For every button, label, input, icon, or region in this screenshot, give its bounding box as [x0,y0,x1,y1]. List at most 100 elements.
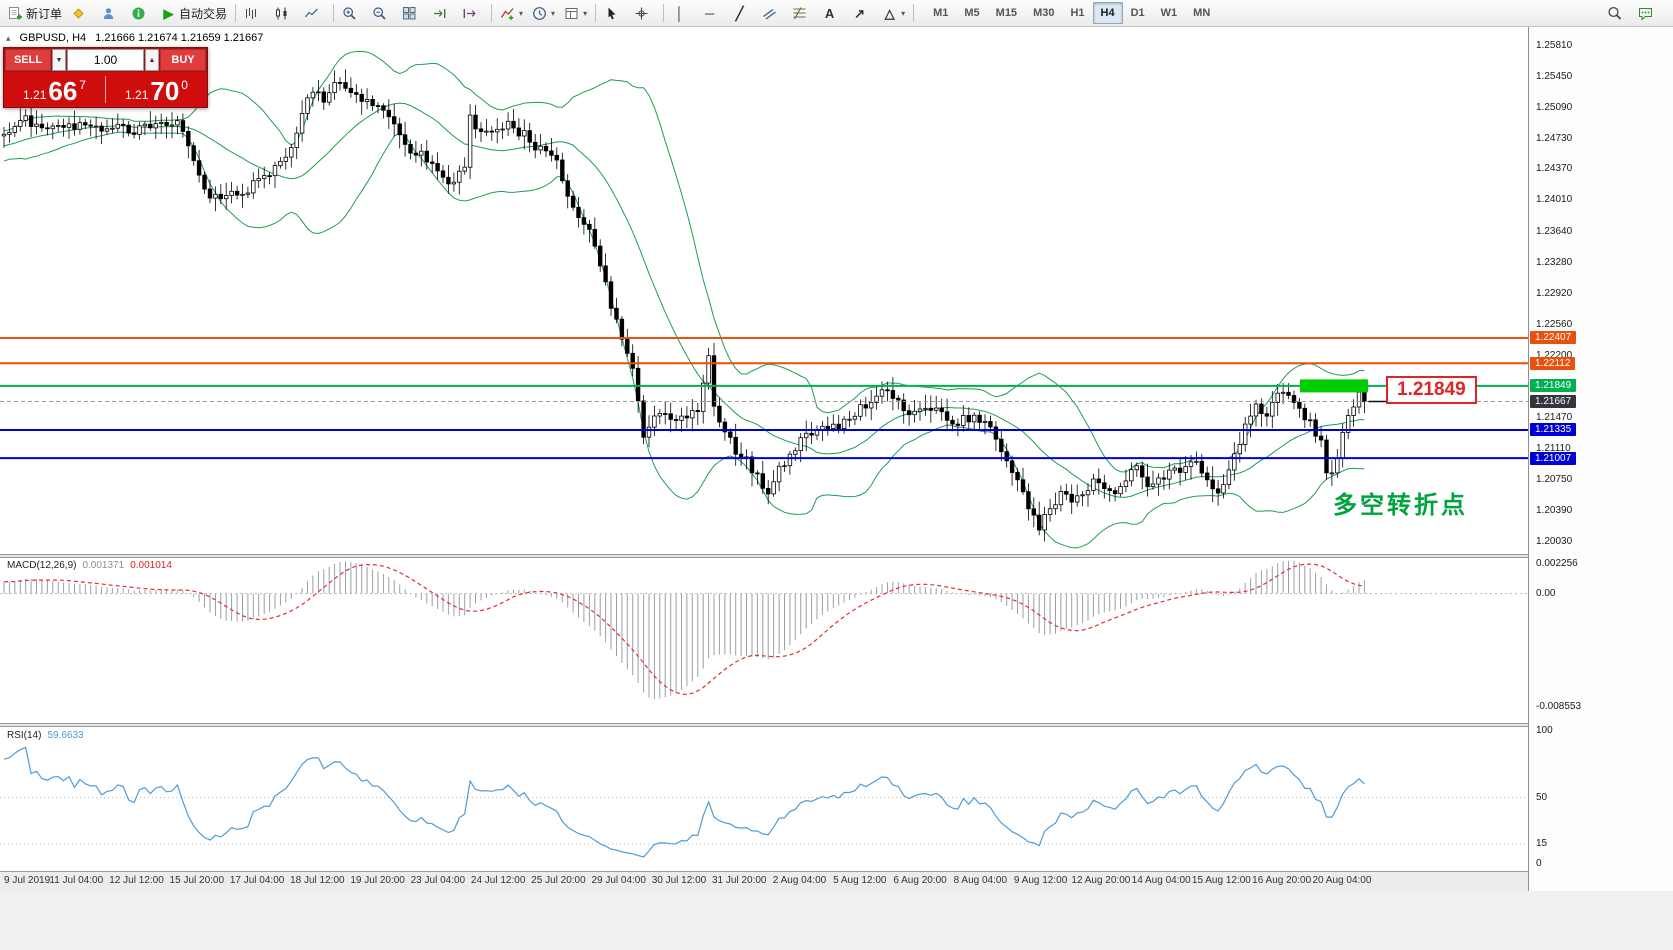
timeframe-m5-button[interactable]: M5 [964,7,980,19]
toolbar-separator [663,4,665,22]
auto-trading-label: 自动交易 [179,6,228,21]
timeframe-d1-button[interactable]: D1 [1130,7,1145,19]
trend-icon: ╱ [735,5,744,21]
cursor-tool-button[interactable] [600,1,629,25]
sell-price-big: 66 [48,76,78,107]
time-label: 15 Aug 12:00 [1191,875,1251,886]
price-tick: 1.23280 [1536,257,1573,269]
panel-splitter[interactable] [0,723,1673,727]
time-label: 18 Jul 12:00 [290,875,345,886]
price-tick: 1.22200 [1536,349,1573,361]
timeframe-h1-button[interactable]: H1 [1070,7,1085,19]
chart-annotation-text[interactable]: 多空转折点 [1333,492,1468,519]
chart-shift-button[interactable] [458,1,487,25]
main-chart-canvas[interactable] [0,27,1528,554]
arrow-tool-button[interactable]: ↗ [848,1,877,25]
templates-button[interactable]: ▾ [560,1,591,25]
search-button[interactable] [1603,1,1632,25]
auto-scroll-button[interactable] [428,1,457,25]
zoom-out-button[interactable] [368,1,397,25]
timeframe-m15-button[interactable]: M15 [995,7,1018,19]
macd-signal-value: 0.001014 [130,560,172,571]
bar-chart-mode-button[interactable] [240,1,269,25]
dropdown-arrow-icon: ▾ [519,8,524,18]
macd-canvas[interactable] [0,558,1528,723]
trendline-tool-button[interactable]: ╱ [728,1,757,25]
market-watch-button[interactable] [97,1,126,25]
price-tick: 1.20030 [1536,535,1573,547]
panel-splitter[interactable] [0,554,1673,558]
shift-icon [462,6,477,21]
zoom-out-icon [372,6,387,21]
auto-trading-button[interactable]: ▶ 自动交易 [157,1,231,25]
indicators-button[interactable]: ▾ [496,1,527,25]
zoom-in-button[interactable] [338,1,367,25]
data-window-button[interactable] [127,1,156,25]
price-callout-label[interactable]: 1.21849 [1386,376,1477,404]
timeframe-mn-button[interactable]: MN [1193,7,1211,19]
community-chat-button[interactable] [1634,1,1663,25]
timeframe-m30-button[interactable]: M30 [1033,7,1055,19]
macd-indicator-label: MACD(12,26,9) 0.001371 0.001014 [7,560,172,571]
one-click-trading-panel: SELL ▼ ▲ BUY 1.21 66 7 1.21 70 0 [3,47,208,108]
crosshair-tool-button[interactable] [630,1,659,25]
autoscroll-icon [432,6,447,21]
candlestick-mode-button[interactable] [270,1,299,25]
price-axis[interactable]: 1.25810 1.25450 1.25090 1.24730 1.24370 1.240… [1528,27,1673,891]
text-tool-button[interactable]: A [818,1,847,25]
rsi-indicator-label: RSI(14) 59.6633 [7,730,84,741]
buy-price-prefix: 1.21 [125,88,149,102]
autotrade-icon: ▶ [163,5,174,21]
volume-input[interactable] [67,49,144,71]
profiles-icon [101,6,116,21]
zoom-in-icon [342,6,357,21]
rsi-tick: 0 [1536,858,1542,869]
fibonacci-tool-button[interactable] [788,1,817,25]
timeframe-h4-button[interactable]: H4 [1092,2,1123,24]
shapes-tool-button[interactable]: △ ▾ [878,1,909,25]
periods-button[interactable]: ▾ [528,1,559,25]
profiles-button[interactable] [67,1,96,25]
vline-icon: │ [675,5,684,21]
clock-icon [532,6,547,21]
vertical-line-tool-button[interactable]: │ [668,1,697,25]
price-line-badge: 1.21007 [1530,451,1577,465]
candles-icon [274,6,289,21]
macd-name: MACD(12,26,9) [7,560,77,571]
volume-decrease-button[interactable]: ▼ [52,49,66,71]
time-label: 9 Aug 12:00 [1013,875,1068,886]
rsi-tick: 15 [1536,838,1548,850]
time-label: 12 Aug 20:00 [1071,875,1131,886]
time-axis[interactable]: 9 Jul 2019 11 Jul 04:00 12 Jul 12:00 15 Jul… [0,871,1528,891]
rsi-tick: 50 [1536,791,1548,803]
timeframe-w1-button[interactable]: W1 [1160,7,1178,19]
new-order-button[interactable]: 新订单 [4,1,66,25]
price-tick: 1.25810 [1536,39,1573,51]
time-label: 11 Jul 04:00 [49,875,104,886]
sell-button[interactable]: SELL [5,49,51,71]
price-tick: 1.23640 [1536,226,1573,238]
macd-tick: 0.00 [1536,587,1556,599]
horizontal-line-tool-button[interactable]: ─ [698,1,727,25]
time-label: 12 Jul 12:00 [109,875,164,886]
volume-increase-button[interactable]: ▲ [145,49,159,71]
price-line-badge: 1.22112 [1530,356,1576,370]
price-tick: 1.21110 [1536,443,1571,455]
channel-tool-button[interactable] [758,1,787,25]
price-tick: 1.24730 [1536,132,1573,144]
one-click-panel-toggle[interactable]: ▴ [6,32,11,43]
sell-price-button[interactable]: 1.21 66 7 [4,72,105,107]
time-label: 30 Jul 12:00 [651,875,707,886]
time-label: 24 Jul 12:00 [470,875,526,886]
sell-price-prefix: 1.21 [23,88,47,102]
crosshair-icon [634,6,649,21]
buy-button[interactable]: BUY [160,49,206,71]
buy-price-big: 70 [150,76,180,107]
rsi-canvas[interactable] [0,727,1528,871]
line-chart-mode-button[interactable] [300,1,329,25]
timeframe-m1-button[interactable]: M1 [933,7,949,19]
channel-icon [762,6,777,21]
tile-windows-button[interactable] [398,1,427,25]
time-label: 14 Aug 04:00 [1131,875,1191,886]
buy-price-button[interactable]: 1.21 70 0 [106,72,207,107]
